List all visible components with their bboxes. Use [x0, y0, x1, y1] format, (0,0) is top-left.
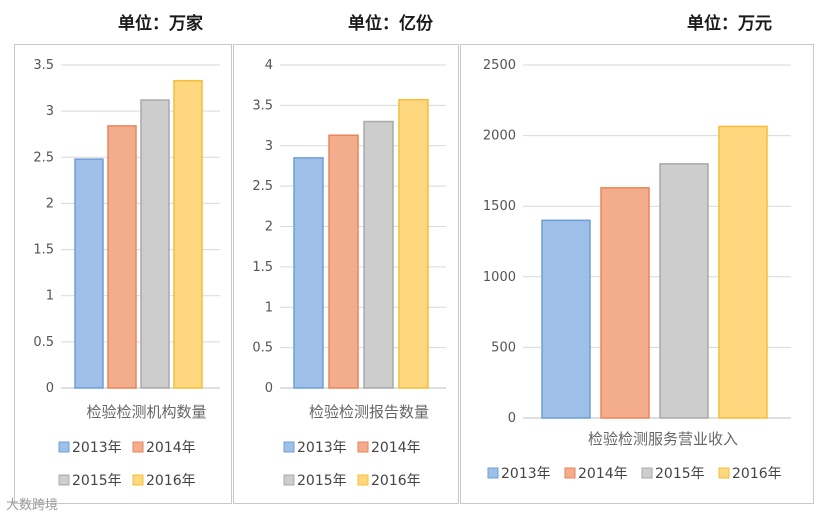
y-tick-label: 1 — [265, 300, 273, 315]
legend-label-2013: 2013年 — [297, 440, 347, 456]
y-tick-label: 2500 — [483, 58, 516, 73]
legend-swatch-2014 — [564, 467, 576, 479]
bar-2015 — [140, 99, 170, 389]
y-tick-label: 1.5 — [33, 243, 54, 258]
y-tick-label: 2000 — [483, 129, 516, 144]
y-tick-label: 1.5 — [252, 260, 273, 275]
y-tick-label: 0 — [46, 381, 54, 396]
legend-swatch-2013 — [487, 467, 499, 479]
x-axis-label: 检验检测机构数量 — [86, 403, 206, 421]
y-tick-label: 3.5 — [252, 98, 273, 113]
x-axis-label: 检验检测服务营业收入 — [588, 430, 738, 448]
chart-panel-institutions: 0 0.5 1 1.5 2 2.5 3 3.5 检验检测机构数量 2013年 2014年 2015年 2… — [14, 44, 232, 504]
legend-label-2016: 2016年 — [371, 473, 421, 489]
legend-swatch-2013 — [283, 441, 295, 453]
legend-label-2013: 2013年 — [501, 466, 551, 482]
legend-label-2015: 2015年 — [655, 466, 705, 482]
bar-2015 — [659, 163, 709, 419]
y-tick-label: 4 — [265, 58, 273, 73]
bar-2014 — [107, 125, 137, 389]
legend-swatch-2016 — [132, 474, 144, 486]
y-tick-label: 2 — [265, 220, 273, 235]
legend-swatch-2015 — [283, 474, 295, 486]
legend-swatch-2014 — [357, 441, 369, 453]
bar-2014 — [328, 134, 359, 389]
legend-swatch-2016 — [357, 474, 369, 486]
chart-panel-reports: 0 0.5 1 1.5 2 2.5 3 3.5 4 检验检测报告数量 2013年 2014年 2015年… — [233, 44, 459, 504]
legend-swatch-2013 — [58, 441, 70, 453]
chart-reports: 0 0.5 1 1.5 2 2.5 3 3.5 4 检验检测报告数量 2013年 2014年 2015年… — [252, 58, 446, 489]
chart-revenue: 0 500 1000 1500 2000 2500 检验检测服务营业收入 2013年 2014年… — [483, 58, 791, 482]
bar-2016 — [173, 79, 203, 389]
unit-label-institutions: 单位：万家 — [118, 14, 203, 34]
legend-label-2015: 2015年 — [72, 473, 122, 489]
y-tick-label: 2.5 — [252, 179, 273, 194]
watermark: 大数跨境 — [6, 498, 59, 513]
bar-2016 — [718, 125, 768, 419]
y-tick-label: 3 — [46, 104, 54, 119]
y-tick-label: 1 — [46, 289, 54, 304]
y-tick-label: 2 — [46, 196, 54, 211]
chart-panel-revenue: 0 500 1000 1500 2000 2500 检验检测服务营业收入 2013年 2014年… — [460, 44, 814, 504]
unit-label-revenue: 单位：万元 — [687, 14, 772, 34]
bar-2013 — [541, 219, 591, 419]
legend-swatch-2015 — [641, 467, 653, 479]
legend-label-2016: 2016年 — [732, 466, 782, 482]
bar-2013 — [74, 158, 104, 389]
y-tick-label: 0.5 — [33, 335, 54, 350]
y-tick-label: 2.5 — [33, 150, 54, 165]
y-tick-label: 3 — [265, 139, 273, 154]
legend-label-2014: 2014年 — [371, 440, 421, 456]
bar-2015 — [363, 120, 394, 389]
y-tick-label: 0.5 — [252, 341, 273, 356]
bar-2016 — [398, 98, 429, 389]
bar-2014 — [600, 187, 650, 419]
x-axis-label: 检验检测报告数量 — [309, 403, 429, 421]
legend-label-2015: 2015年 — [297, 473, 347, 489]
legend-label-2014: 2014年 — [146, 440, 196, 456]
legend-swatch-2014 — [132, 441, 144, 453]
y-tick-label: 0 — [265, 381, 273, 396]
legend-swatch-2015 — [58, 474, 70, 486]
y-tick-label: 0 — [508, 411, 516, 426]
legend-label-2013: 2013年 — [72, 440, 122, 456]
y-tick-label: 1500 — [483, 199, 516, 214]
legend-swatch-2016 — [718, 467, 730, 479]
y-tick-label: 1000 — [483, 270, 516, 285]
unit-label-reports: 单位：亿份 — [348, 14, 433, 34]
chart-institutions: 0 0.5 1 1.5 2 2.5 3 3.5 检验检测机构数量 2013年 2014年 2015年 2… — [33, 58, 220, 489]
bar-2013 — [293, 157, 324, 389]
legend-label-2014: 2014年 — [578, 466, 628, 482]
legend-label-2016: 2016年 — [146, 473, 196, 489]
y-tick-label: 3.5 — [33, 58, 54, 73]
y-tick-label: 500 — [491, 340, 516, 355]
